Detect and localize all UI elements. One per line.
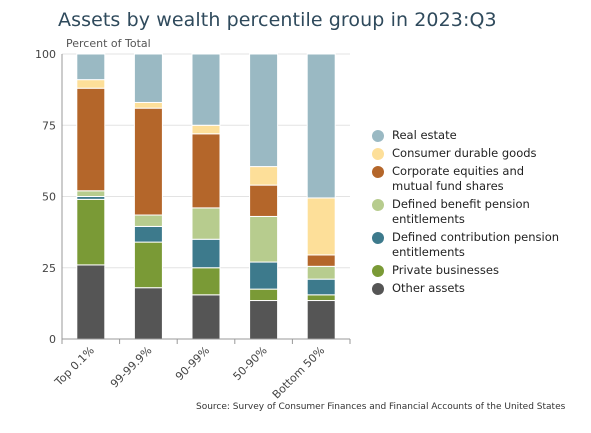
legend-label: Consumer durable goods — [392, 146, 537, 160]
bar-segment — [191, 294, 221, 340]
legend-label: Corporate equities and mutual fund share… — [392, 164, 525, 193]
legend-item: Other assets — [372, 281, 582, 296]
bar-segment — [191, 238, 221, 269]
legend: Real estate Consumer durable goods Corpora… — [372, 128, 582, 299]
bar-segment — [191, 124, 221, 135]
bar-segment — [191, 207, 221, 240]
bar-segment — [76, 190, 106, 198]
legend-item: Corporate equities and mutual fund share… — [372, 164, 582, 194]
legend-swatch — [372, 283, 384, 295]
bar-segment — [249, 215, 279, 263]
legend-swatch — [372, 199, 384, 211]
bar-segment — [133, 241, 163, 289]
bar-segment — [249, 261, 279, 290]
bar-segment — [133, 53, 163, 103]
legend-swatch — [372, 232, 384, 244]
legend-item: Defined contribution pension entitlement… — [372, 230, 582, 260]
x-tick-label: Bottom 50% — [270, 344, 327, 401]
bar-segment — [133, 225, 163, 243]
bar-segment — [306, 265, 336, 280]
bar-segment — [306, 294, 336, 302]
bar-segment — [191, 267, 221, 296]
y-tick-label: 25 — [42, 262, 56, 275]
bar-segment — [133, 287, 163, 340]
bar-segment — [76, 87, 106, 192]
bar-segment — [306, 300, 336, 340]
legend-item: Consumer durable goods — [372, 146, 582, 161]
legend-swatch — [372, 166, 384, 178]
legend-item: Real estate — [372, 128, 582, 143]
bar-segment — [76, 198, 106, 266]
bar-segment — [306, 197, 336, 256]
legend-label: Real estate — [392, 128, 457, 142]
legend-swatch — [372, 265, 384, 277]
legend-item: Defined benefit pension entitlements — [372, 197, 582, 227]
y-tick-label: 50 — [42, 191, 56, 204]
bar-segment — [191, 133, 221, 209]
bar-segment — [249, 300, 279, 340]
y-tick-label: 0 — [49, 333, 56, 346]
legend-label: Other assets — [392, 281, 465, 295]
bar-segment — [133, 214, 163, 227]
bar-segment — [133, 107, 163, 216]
bar-segment — [249, 184, 279, 217]
y-tick-label: 100 — [35, 48, 56, 61]
source-note: Source: Survey of Consumer Finances and … — [196, 402, 566, 412]
y-axis-label: Percent of Total — [66, 37, 151, 50]
bar-segment — [133, 101, 163, 109]
legend-item: Private businesses — [372, 263, 582, 278]
legend-swatch — [372, 130, 384, 142]
bar-segment — [249, 53, 279, 168]
bar-segment — [249, 288, 279, 302]
x-tick-label: 99-99.9% — [108, 344, 155, 391]
bar-segment — [306, 53, 336, 199]
bar-segment — [191, 53, 221, 126]
bar-segment — [306, 254, 336, 267]
chart-title: Assets by wealth percentile group in 202… — [58, 9, 497, 31]
x-tick-label: 90-99% — [173, 344, 212, 383]
legend-label: Private businesses — [392, 263, 499, 277]
bar-segment — [249, 166, 279, 186]
bar-segment — [306, 278, 336, 296]
bar-segment — [76, 79, 106, 89]
bar-segment — [76, 53, 106, 81]
bar-segment — [76, 264, 106, 340]
legend-swatch — [372, 148, 384, 160]
x-tick-label: 50-90% — [231, 344, 270, 383]
legend-label: Defined contribution pension entitlement… — [392, 230, 560, 259]
legend-label: Defined benefit pension entitlements — [392, 197, 530, 226]
x-tick-label: Top 0.1% — [52, 344, 97, 389]
y-tick-label: 75 — [42, 119, 56, 132]
